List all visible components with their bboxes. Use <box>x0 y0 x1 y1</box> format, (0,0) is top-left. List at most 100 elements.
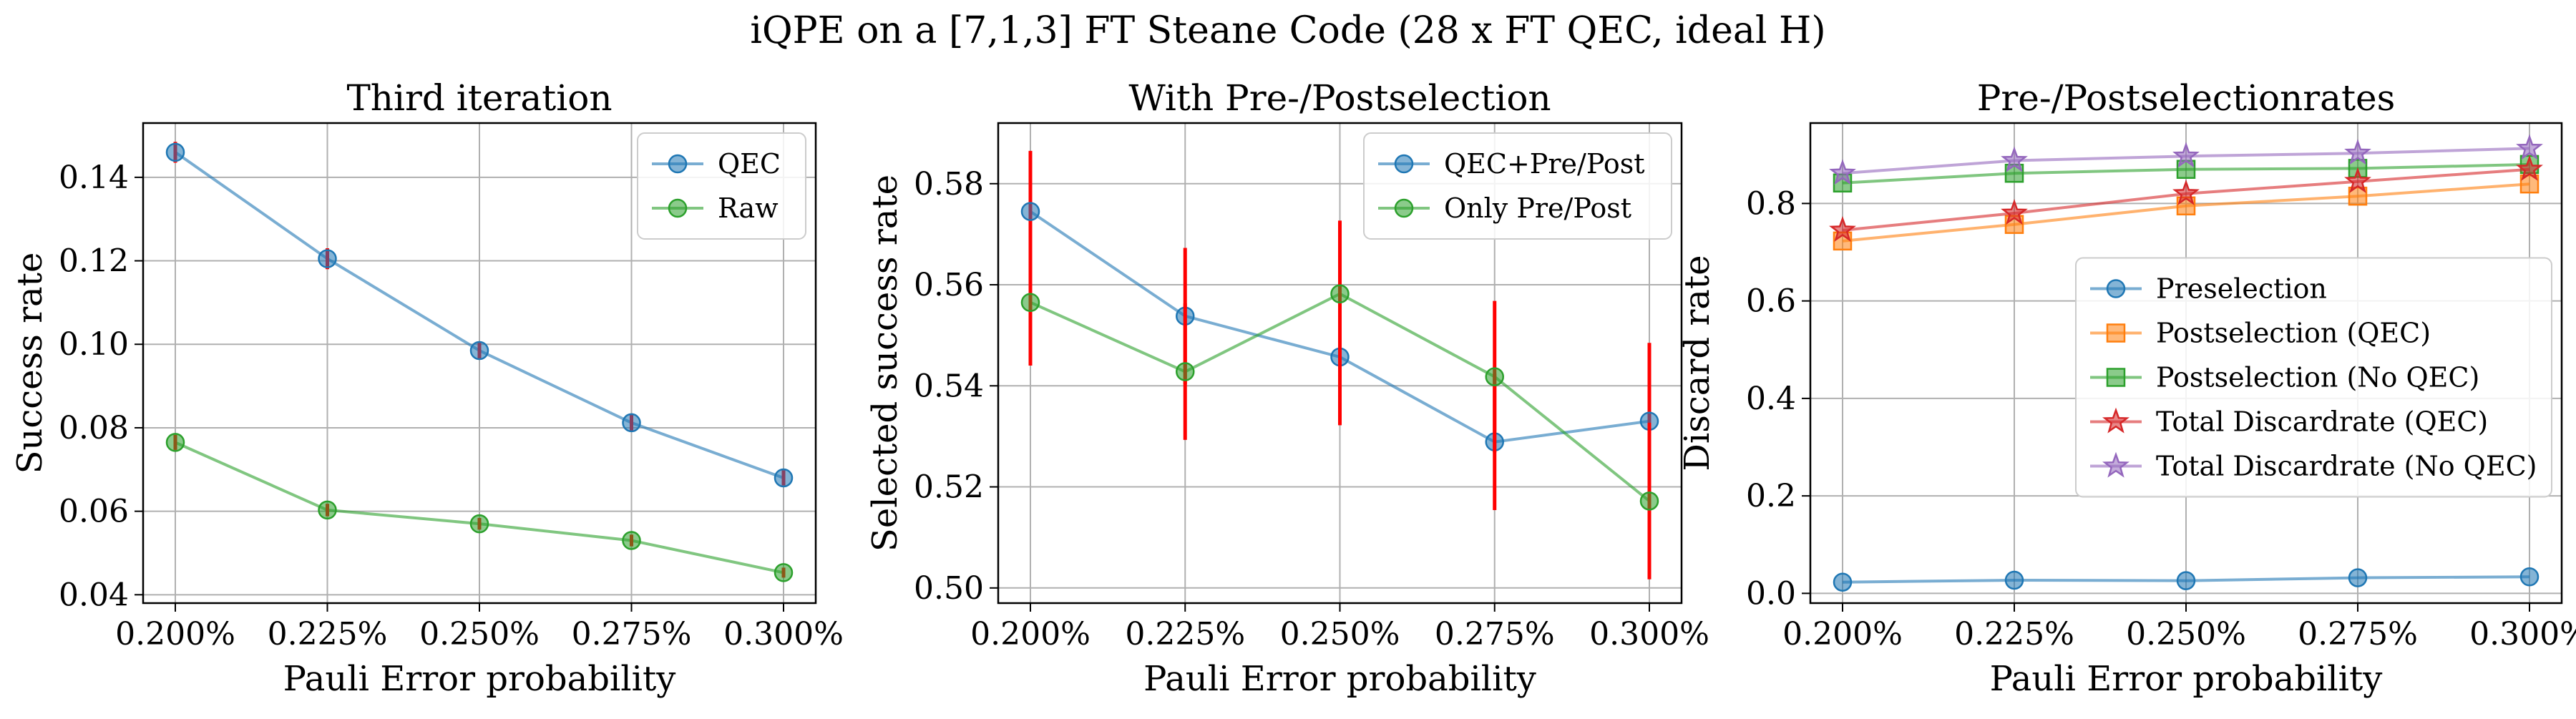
legend-marker <box>2102 451 2129 478</box>
x-tick-label: 0.300% <box>2469 616 2576 652</box>
y-axis-label: Success rate <box>10 253 50 474</box>
data-point <box>1833 231 1853 251</box>
legend: QEC Raw <box>637 132 806 240</box>
series-total-discardrate-qec- <box>1829 155 2543 242</box>
x-tick-label: 0.200% <box>115 616 235 652</box>
data-point <box>1485 367 1504 386</box>
panel-title: With Pre-/Postselection <box>1128 77 1551 119</box>
legend-label: Only Pre/Post <box>1444 192 1631 224</box>
legend: Preselection Postselection (QEC) Postselec… <box>2075 257 2552 498</box>
series-qec <box>165 142 794 488</box>
y-tick-label: 0.10 <box>59 326 129 363</box>
data-point <box>1829 216 1856 242</box>
x-axis-label: Pauli Error probability <box>283 659 676 699</box>
legend-marker <box>2106 323 2126 343</box>
data-point <box>318 500 337 520</box>
panel-title: Third iteration <box>346 77 612 119</box>
data-point <box>469 514 489 534</box>
legend-label: QEC+Pre/Post <box>1444 148 1645 180</box>
x-axis-label: Pauli Error probability <box>1143 659 1536 699</box>
x-tick-label: 0.250% <box>1280 616 1400 652</box>
legend-label: Total Discardrate (QEC) <box>2156 406 2488 438</box>
data-point <box>1020 202 1040 221</box>
data-point <box>2516 155 2543 181</box>
series-preselection <box>1833 567 2540 592</box>
y-tick-label: 0.58 <box>914 166 984 202</box>
series-raw <box>165 433 794 582</box>
y-tick-label: 0.0 <box>1746 575 1796 612</box>
legend-box <box>2075 257 2552 498</box>
legend-item: Only Pre/Post <box>1378 192 1631 224</box>
x-tick-label: 0.225% <box>268 616 388 652</box>
y-tick-label: 0.56 <box>914 267 984 303</box>
legend-label: QEC <box>718 148 781 180</box>
data-point <box>318 249 337 268</box>
panel-title: Pre-/Postselectionrates <box>1977 77 2396 119</box>
data-point <box>2176 571 2196 590</box>
panel-third-iteration: 0.200% 0.225% 0.250% 0.275% 0.300% 0.04 0.06 0.… <box>10 77 844 699</box>
legend-marker <box>2102 407 2129 434</box>
x-axis-label: Pauli Error probability <box>1990 659 2383 699</box>
data-point <box>622 531 641 550</box>
figure-suptitle: iQPE on a [7,1,3] FT Steane Code (28 x F… <box>750 9 1825 52</box>
y-tick-label: 0.14 <box>59 160 129 196</box>
data-point <box>2348 568 2368 587</box>
series-only-pre-post <box>1020 220 1659 579</box>
data-point <box>2344 167 2371 193</box>
legend-marker <box>2106 279 2126 298</box>
y-tick-label: 0.8 <box>1746 185 1796 222</box>
series-total-discardrate-no-qec- <box>1829 134 2543 185</box>
y-tick-label: 0.04 <box>59 577 129 613</box>
data-point <box>622 413 641 433</box>
x-tick-label: 0.200% <box>970 616 1091 652</box>
legend-item: QEC+Pre/Post <box>1378 148 1645 180</box>
data-point <box>2172 179 2200 205</box>
x-tick-label: 0.275% <box>1435 616 1555 652</box>
legend-label: Postselection (No QEC) <box>2156 362 2479 393</box>
legend-marker <box>668 154 688 174</box>
y-tick-label: 0.50 <box>914 570 984 607</box>
x-tick-label: 0.300% <box>1589 616 1709 652</box>
data-point <box>2004 570 2024 590</box>
data-point <box>469 341 489 361</box>
data-point <box>2516 134 2543 160</box>
legend-item: Total Discardrate (No QEC) <box>2090 451 2537 482</box>
x-tick-label: 0.250% <box>2126 616 2246 652</box>
legend-label: Postselection (QEC) <box>2156 318 2431 349</box>
y-tick-label: 0.08 <box>59 410 129 446</box>
legend-label: Raw <box>718 192 779 224</box>
legend: QEC+Pre/Post Only Pre/Post <box>1363 132 1672 240</box>
legend-item: Raw <box>652 192 779 224</box>
panel-with-pre-postselection: 0.200% 0.225% 0.250% 0.275% 0.300% 0.50 0.52 0.… <box>865 77 1709 699</box>
legend-item: QEC <box>652 148 781 180</box>
y-tick-label: 0.52 <box>914 469 984 506</box>
data-point <box>2001 146 2028 172</box>
y-tick-label: 0.06 <box>59 494 129 530</box>
x-tick-label: 0.200% <box>1782 616 1903 652</box>
data-point <box>165 142 185 162</box>
legend-marker <box>1394 154 1414 174</box>
data-point <box>774 468 794 488</box>
legend-marker <box>2106 368 2126 387</box>
y-tick-label: 0.54 <box>914 368 984 404</box>
data-point <box>2344 139 2371 165</box>
x-tick-label: 0.300% <box>723 616 844 652</box>
y-tick-label: 0.4 <box>1746 381 1796 417</box>
x-tick-label: 0.275% <box>2298 616 2418 652</box>
legend-label: Preselection <box>2156 273 2327 305</box>
legend-marker <box>1394 198 1414 218</box>
data-point <box>1829 159 1856 185</box>
data-point <box>2001 199 2028 225</box>
data-point <box>1330 284 1350 303</box>
data-point <box>1020 293 1040 312</box>
data-point <box>1176 362 1195 381</box>
panel-pre-postselection-rates: 0.200% 0.225% 0.250% 0.275% 0.300% 0.0 0.2 0.4 0… <box>1677 77 2576 699</box>
legend-item: Total Discardrate (QEC) <box>2090 406 2488 438</box>
data-point <box>165 433 185 452</box>
y-axis-label: Selected success rate <box>865 175 905 552</box>
y-tick-label: 0.2 <box>1746 478 1796 514</box>
data-point <box>2519 567 2540 587</box>
x-tick-label: 0.225% <box>1125 616 1245 652</box>
